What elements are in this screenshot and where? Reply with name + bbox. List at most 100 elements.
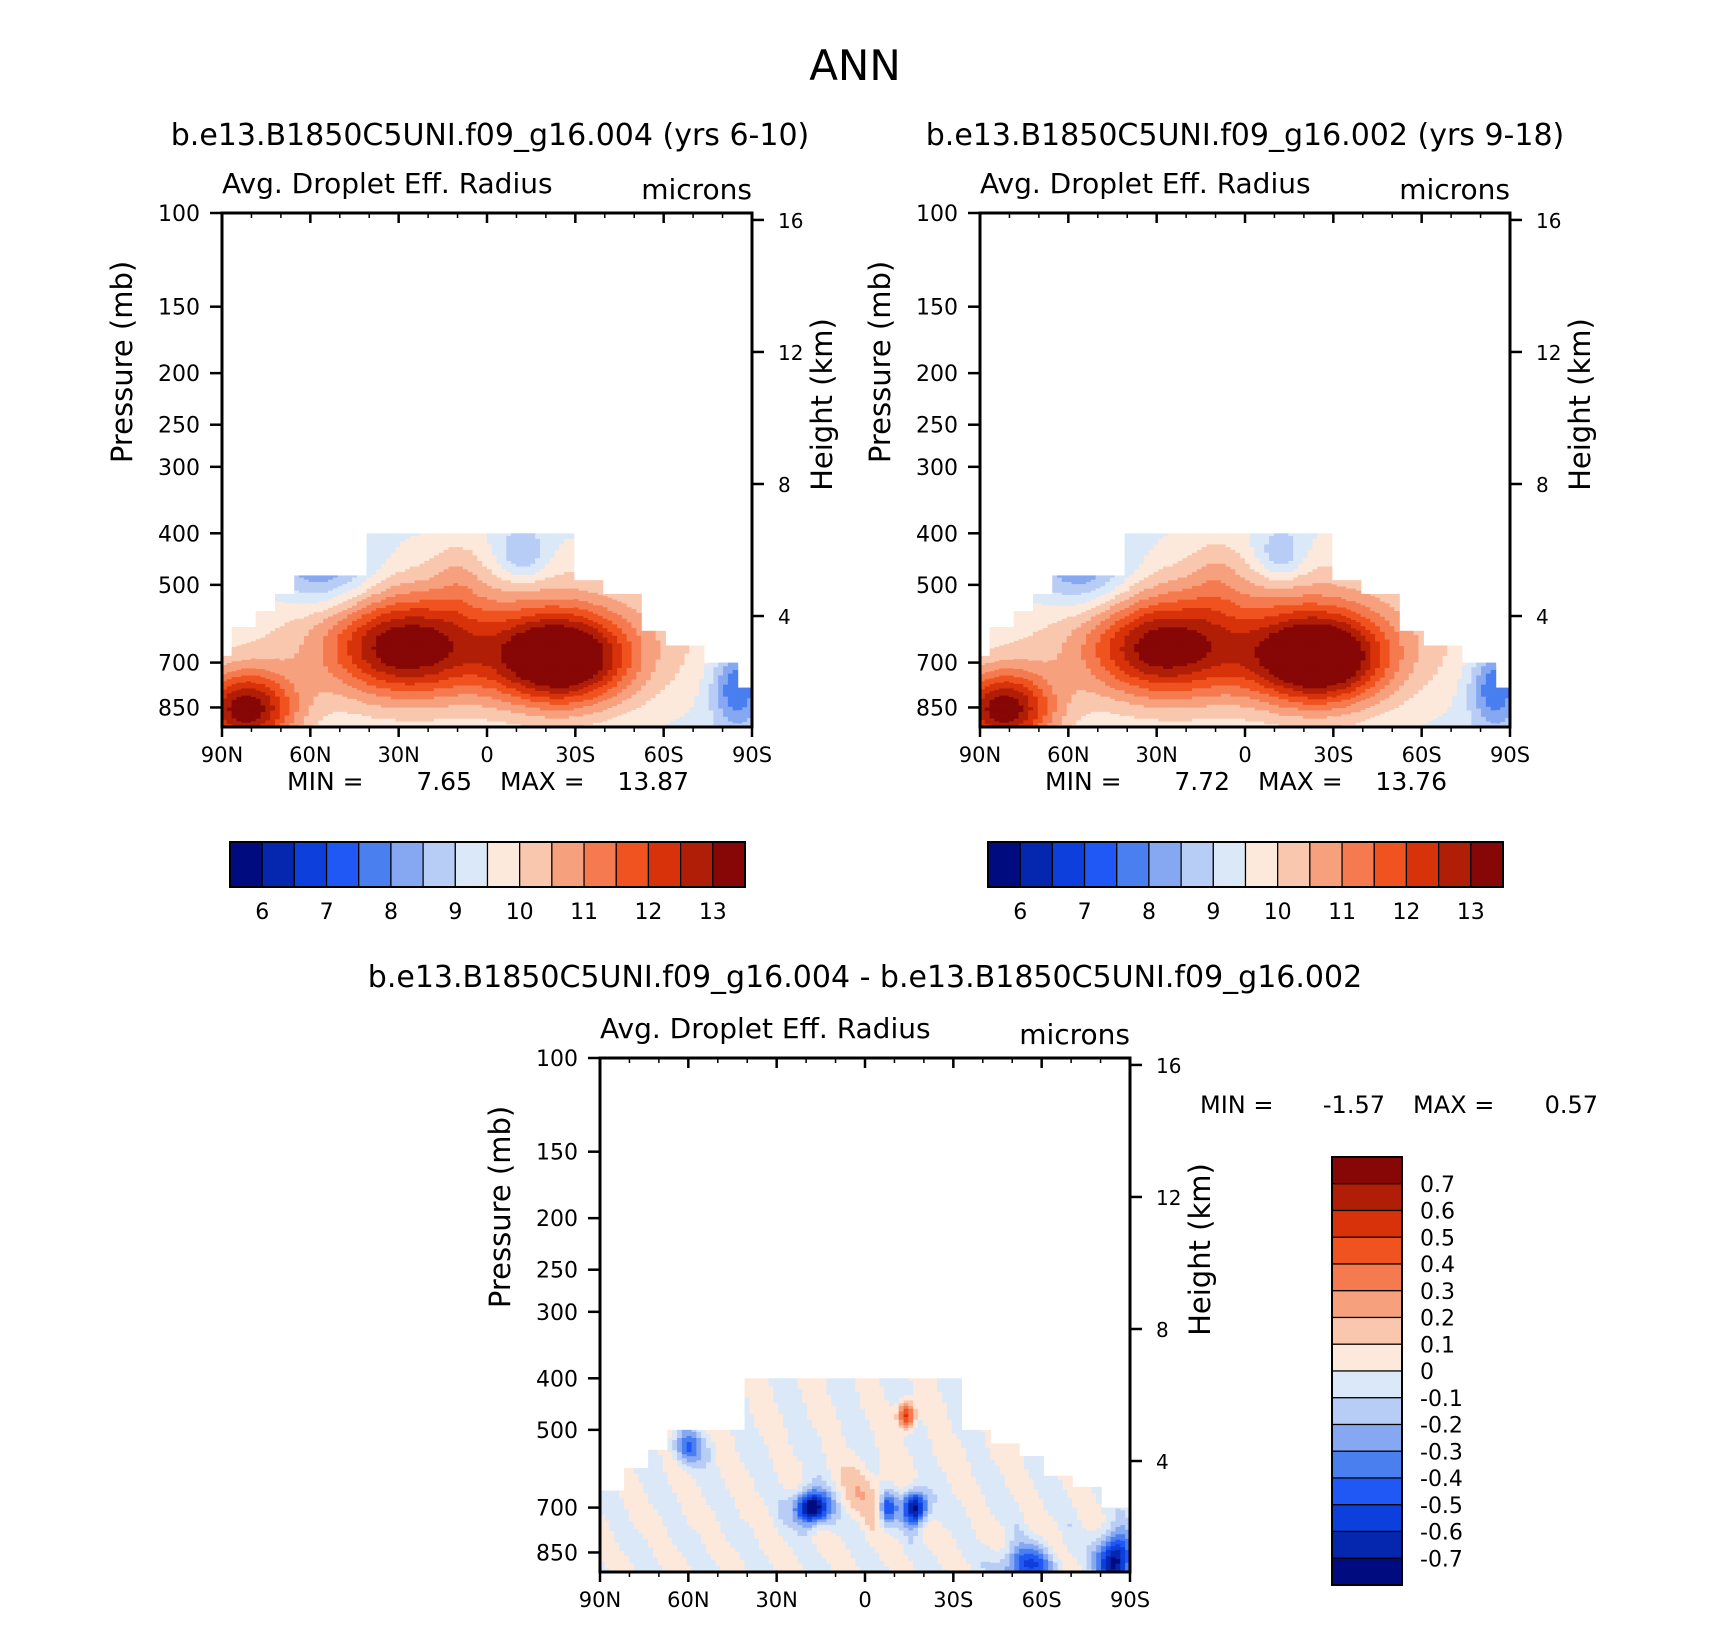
contour-cell [323,644,329,648]
contour-cell [342,701,348,704]
contour-cell [405,704,411,709]
contour-cell [222,714,228,717]
contour-cell [313,640,319,644]
contour-cell [400,685,406,689]
contour-cell [385,660,392,664]
contour-cell [342,631,348,635]
contour-cell [313,584,319,587]
contour-cell [303,594,310,598]
contour-cell [284,690,291,694]
contour-cell [323,716,329,719]
contour-cell [265,708,271,712]
contour-cell [318,683,324,687]
contour-cell [390,566,397,570]
contour-cell [265,677,271,680]
contour-cell [409,608,416,612]
contour-cell [409,541,416,545]
contour-cell [260,697,266,700]
contour-cell [313,707,319,711]
contour-cell [236,686,242,690]
contour-cell [313,642,319,646]
contour-cell [231,645,238,648]
contour-cell [260,662,266,665]
contour-cell [265,692,271,695]
contour-cell [231,641,238,644]
contour-cell [303,670,310,674]
contour-cell [294,603,300,607]
contour-cell [241,702,247,705]
contour-cell [414,555,421,559]
contour-cell [395,621,401,626]
contour-cell [371,585,377,590]
contour-cell [356,651,363,654]
contour-cell [376,666,382,670]
contour-cell [308,642,315,646]
contour-cell [284,626,291,629]
contour-cell [303,666,310,670]
contour-cell [328,694,334,698]
contour-cell [226,658,233,661]
contour-cell [371,638,377,642]
contour-cell [400,707,406,711]
contour-cell [289,618,295,622]
contour-cell [356,607,363,611]
contour-cell [279,631,286,635]
contour-cell [371,563,377,568]
contour-cell [347,707,353,711]
contour-cell [231,638,238,641]
contour-cell [222,678,228,680]
contour-cell [289,698,295,701]
contour-cell [308,603,315,607]
contour-cell [275,662,281,665]
contour-cell [241,695,247,698]
contour-cell [405,544,411,548]
contour-cell [250,704,257,707]
contour-cell [424,704,430,709]
contour-cell [284,654,291,658]
contour-cell [366,541,372,545]
contour-cell [395,704,401,709]
contour-cell [279,654,286,658]
contour-cell [289,649,295,652]
contour-cell [226,717,233,720]
contour-cell [284,706,291,709]
contour-cell [308,586,315,590]
contour-cell [347,584,353,587]
contour-cell [381,563,387,568]
contour-cell [303,590,310,594]
contour-cell [376,569,382,573]
contour-cell [275,637,281,641]
contour-cell [424,538,430,543]
contour-cell [409,693,416,698]
contour-cell [318,642,324,646]
contour-cell [226,699,233,702]
contour-cell [390,583,397,587]
contour-cell [332,662,339,665]
contour-cell [342,714,348,717]
contour-cell [275,612,281,616]
contour-cell [255,675,262,678]
contour-cell [236,711,242,714]
contour-cell [260,722,266,725]
contour-cell [241,649,247,652]
contour-cell [366,718,372,723]
contour-cell [294,631,300,635]
contour-cell [308,685,315,689]
contour-cell [313,662,319,665]
contour-cell [313,616,319,620]
contour-cell [323,649,329,652]
contour-cell [284,601,291,605]
contour-cell [289,611,295,614]
contour-cell [289,669,295,673]
contour-cell [299,623,305,626]
contour-cell [299,690,305,693]
contour-cell [270,629,276,632]
contour-cell [222,686,228,688]
contour-cell [255,622,262,625]
contour-cell [236,671,242,674]
contour-cell [265,717,271,720]
contour-cell [294,653,300,657]
contour-cell [390,533,397,537]
contour-cell [246,704,252,707]
contour-cell [299,636,305,639]
